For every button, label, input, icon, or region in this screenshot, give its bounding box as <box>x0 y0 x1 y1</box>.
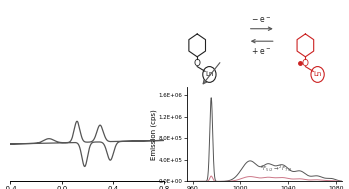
Text: $-\ $e$^-$: $-\ $e$^-$ <box>251 16 272 25</box>
Text: $+\ $e$^-$: $+\ $e$^-$ <box>251 46 272 56</box>
Text: O: O <box>194 59 201 67</box>
Text: Ln: Ln <box>313 71 322 77</box>
Text: O: O <box>302 59 309 67</box>
Y-axis label: Emission (cps): Emission (cps) <box>151 109 157 160</box>
Text: $^2F_{5/2}$$\rightarrow$$^2F_{7/2}$: $^2F_{5/2}$$\rightarrow$$^2F_{7/2}$ <box>260 163 292 173</box>
Text: Ln: Ln <box>205 71 214 77</box>
